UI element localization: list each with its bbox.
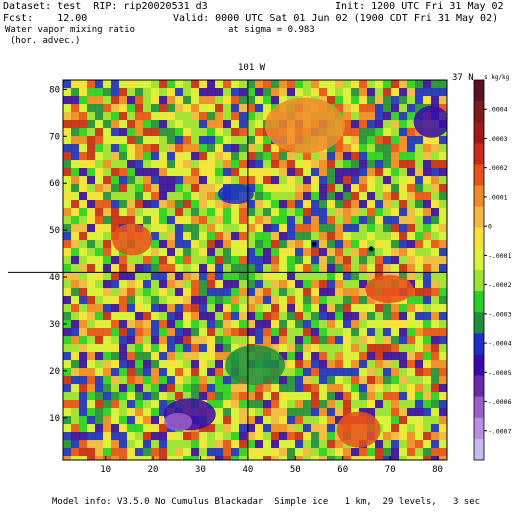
colorbar-swatch [474, 375, 484, 397]
colorbar-swatch [474, 312, 484, 334]
colorbar-swatch [474, 185, 484, 207]
colorbar-swatch [474, 80, 484, 102]
header-field: Water vapor mixing ratio [5, 25, 136, 35]
map-right-label: 37 N [452, 73, 474, 83]
colorbar-swatch [474, 438, 484, 461]
colorbar-swatch [474, 164, 484, 186]
colorbar-swatch [474, 101, 484, 123]
header-dataset: Dataset: test RIP: rip20020531 d3 [3, 1, 208, 12]
colorbar-swatch [474, 206, 484, 229]
colorbar-swatch [474, 122, 484, 144]
x-tick-label: 70 [385, 465, 396, 475]
header-advec: (hor. advec.) [10, 36, 81, 46]
colorbar-label: -.0004 [488, 340, 512, 348]
colorbar-label: .0003 [488, 135, 508, 143]
colorbar-swatch [474, 333, 484, 355]
colorbar-label: -.0003 [488, 310, 512, 318]
y-tick-label: 40 [49, 273, 60, 283]
y-tick-label: 50 [49, 226, 60, 236]
y-tick-label: 80 [49, 85, 60, 95]
colorbar-label: -.0007 [488, 427, 512, 435]
map-top-label: 101 W [238, 63, 266, 73]
colorbar-label: .0001 [488, 193, 508, 201]
x-tick-label: 60 [337, 465, 348, 475]
y-tick-label: 30 [49, 320, 60, 330]
colorbar-label: 0 [488, 223, 492, 231]
header-valid: Valid: 0000 UTC Sat 01 Jun 02 (1900 CDT … [173, 13, 499, 24]
x-tick-label: 40 [242, 465, 253, 475]
colorbar-swatch [474, 396, 484, 419]
colorbar-swatch [474, 143, 484, 165]
header-fcst: Fcst: 12.00 [3, 13, 88, 24]
x-tick-label: 50 [290, 465, 301, 475]
y-tick-label: 60 [49, 179, 60, 189]
colorbar-swatch [474, 417, 484, 440]
station-marker [311, 241, 317, 247]
x-tick-label: 80 [432, 465, 443, 475]
map-frame [62, 79, 448, 461]
mixing-ratio-field [63, 80, 447, 460]
x-tick-label: 30 [195, 465, 206, 475]
colorbar-swatch [474, 354, 484, 376]
station-marker [368, 246, 374, 252]
colorbar-label: -.0001 [488, 252, 512, 260]
y-tick-label: 10 [49, 414, 60, 424]
colorbar-label: -.0002 [488, 281, 512, 289]
colorbar-swatch [474, 248, 484, 271]
x-tick-label: 10 [100, 465, 111, 475]
y-tick-label: 70 [49, 132, 60, 142]
colorbar-swatch [474, 291, 484, 313]
y-tick-label: 20 [49, 367, 60, 377]
colorbar: .0004 .0003 .0002 .0001 0 -.0001 -.0002 -.0003 -… [473, 79, 512, 461]
colorbar-label: .0002 [488, 164, 508, 172]
footer-model-info: Model info: V3.5.0 No Cumulus Blackadar … [52, 497, 481, 507]
header-sigma: at sigma = 0.983 [228, 25, 315, 35]
colorbar-label: .0004 [488, 106, 508, 114]
x-tick-label: 20 [148, 465, 159, 475]
colorbar-swatch [474, 227, 484, 250]
header-init: Init: 1200 UTC Fri 31 May 02 [335, 1, 504, 12]
colorbar-unit: s kg/kg s⁻¹ [484, 74, 510, 81]
colorbar-label: -.0006 [488, 398, 512, 406]
colorbar-swatch [474, 270, 484, 292]
colorbar-label: -.0005 [488, 369, 512, 377]
